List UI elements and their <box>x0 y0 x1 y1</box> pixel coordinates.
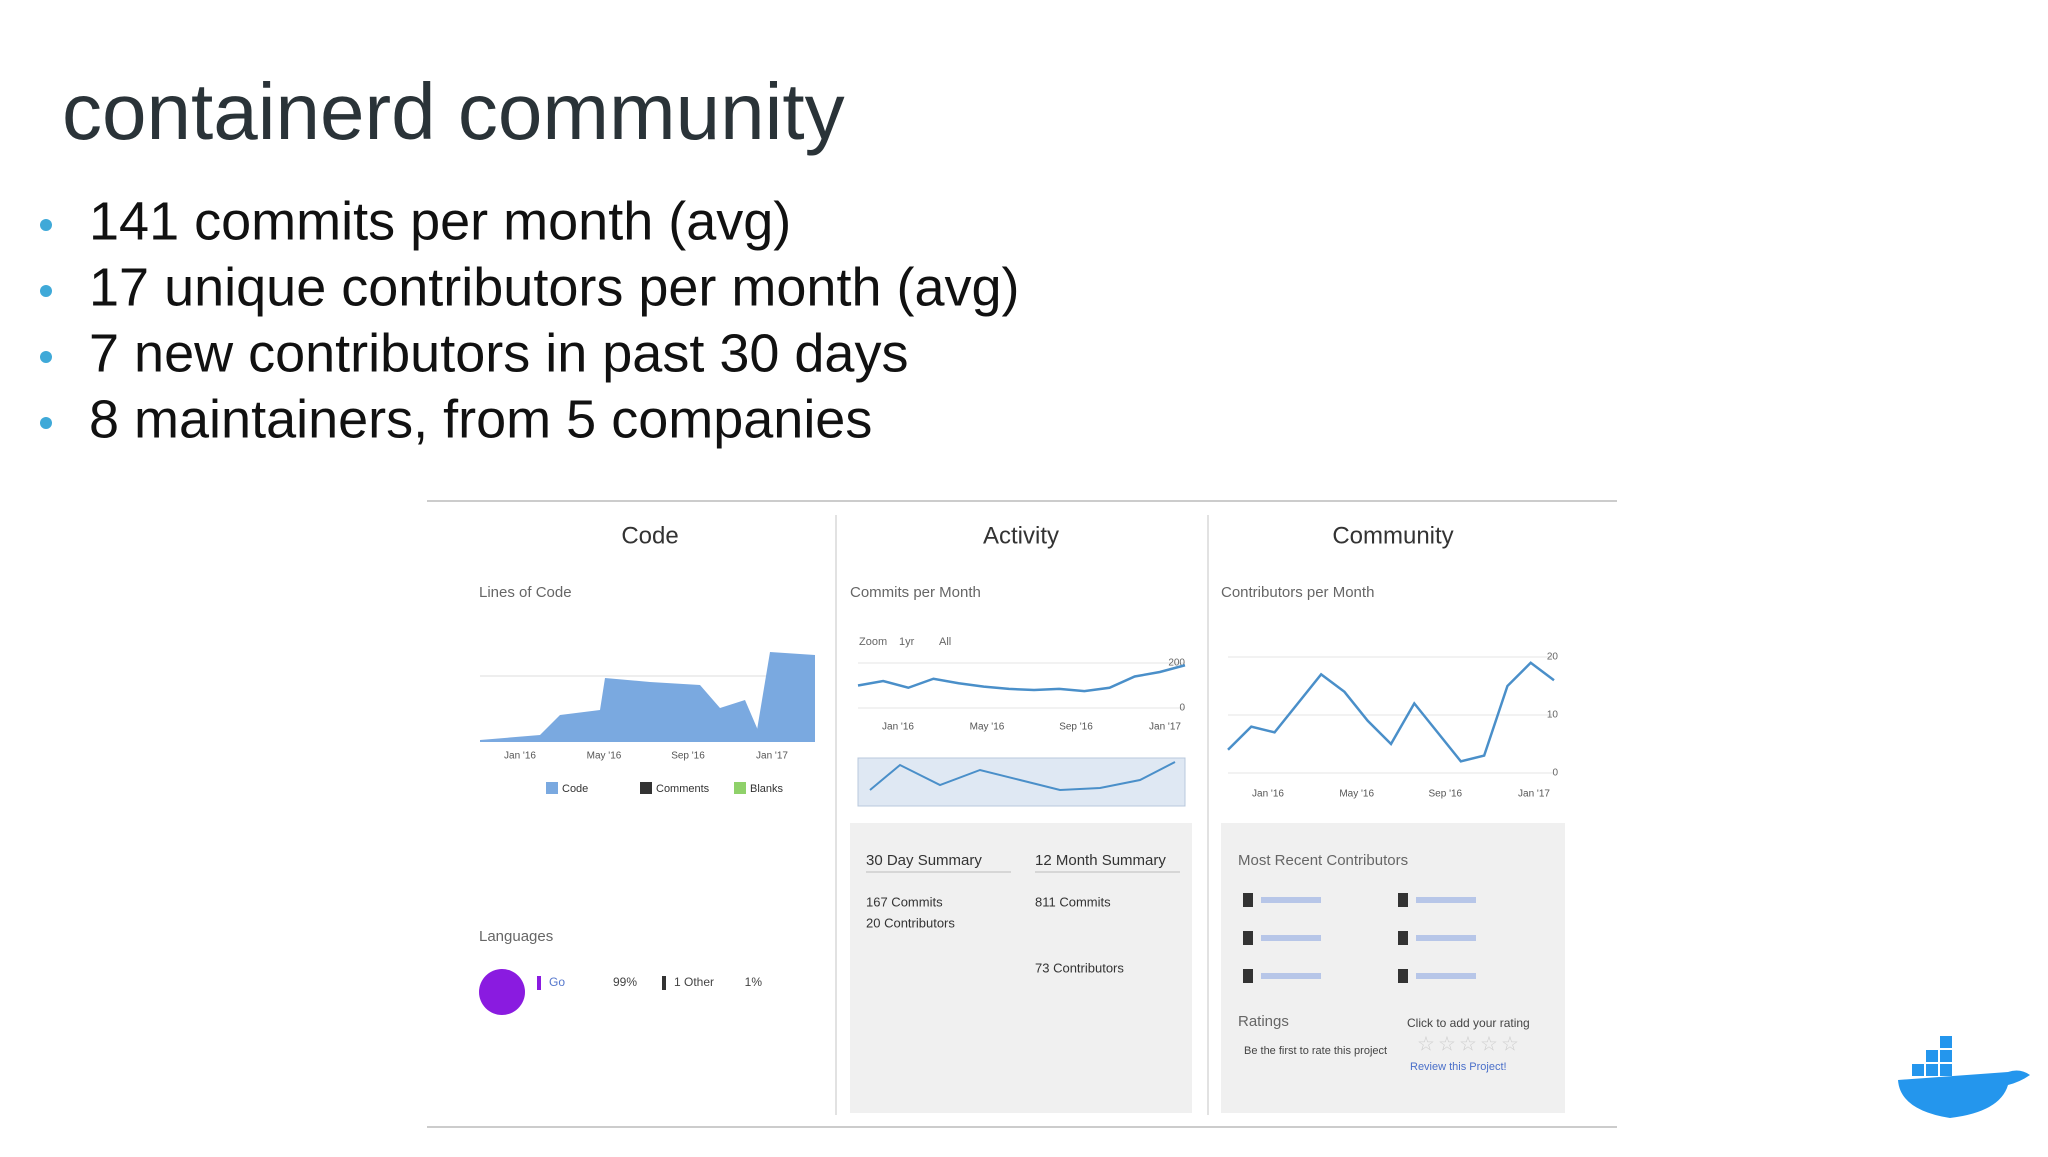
language-swatch <box>662 976 666 990</box>
contributor-name <box>1261 897 1321 903</box>
x-tick-label: May '16 <box>587 751 622 762</box>
bullet-text: 141 commits per month (avg) <box>89 191 791 251</box>
contributor-icon <box>1398 969 1408 983</box>
rating-prompt: Be the first to rate this project <box>1244 1045 1387 1057</box>
rating-star: ☆ <box>1459 1033 1477 1055</box>
section-label: Most Recent Contributors <box>1238 852 1408 869</box>
x-tick-label: Sep '16 <box>671 751 705 762</box>
summary-contributors: 73 Contributors <box>1035 960 1124 975</box>
data-line <box>857 664 1186 693</box>
summary-commits: 167 Commits <box>866 894 943 909</box>
zoom-option: Zoom <box>859 636 887 648</box>
contributor-icon <box>1398 893 1408 907</box>
rating-star: ☆ <box>1438 1033 1456 1055</box>
contributor-name <box>1261 973 1321 979</box>
contributor-icon <box>1243 893 1253 907</box>
contributor-icon <box>1398 931 1408 945</box>
x-tick-label: Jan '16 <box>504 751 536 762</box>
legend-label: Blanks <box>750 783 784 795</box>
legend-swatch <box>734 782 746 794</box>
x-tick-label: Jan '17 <box>1518 789 1550 800</box>
x-tick-label: Sep '16 <box>1059 722 1093 733</box>
rating-action: Click to add your rating <box>1407 1016 1530 1030</box>
legend-label: Code <box>562 783 588 795</box>
bullet-dot <box>40 285 52 297</box>
column-heading: Activity <box>983 522 1059 549</box>
contributor-name <box>1261 935 1321 941</box>
section-label: Ratings <box>1238 1013 1289 1030</box>
zoom-option: 1yr <box>899 636 915 648</box>
summary-commits: 811 Commits <box>1035 894 1111 909</box>
slide-title: containerd community <box>62 67 845 156</box>
x-tick-label: Jan '17 <box>1149 722 1181 733</box>
legend-swatch <box>640 782 652 794</box>
language-swatch <box>537 976 541 990</box>
contributor-icon <box>1243 969 1253 983</box>
x-tick-label: Jan '16 <box>882 722 914 733</box>
summary-contributors: 20 Contributors <box>866 915 955 930</box>
summary-title: 30 Day Summary <box>866 852 982 869</box>
summary-title: 12 Month Summary <box>1035 852 1166 869</box>
x-tick-label: Sep '16 <box>1429 789 1463 800</box>
bullet-dot <box>40 219 52 231</box>
section-label: Languages <box>479 928 553 945</box>
data-line <box>1227 661 1555 763</box>
x-tick-label: Jan '16 <box>1252 789 1284 800</box>
rating-star: ☆ <box>1501 1033 1519 1055</box>
language-share: 99% <box>613 975 637 989</box>
summary-box <box>850 823 1192 1113</box>
bullet-dot <box>40 351 52 363</box>
bullet-dot <box>40 417 52 429</box>
contributor-name <box>1416 935 1476 941</box>
column-heading: Code <box>621 522 678 549</box>
language-share: 1% <box>745 975 763 989</box>
bullet-text: 17 unique contributors per month (avg) <box>89 257 1020 317</box>
language-pie <box>479 969 525 1015</box>
rating-star: ☆ <box>1417 1033 1435 1055</box>
y-tick-label: 0 <box>1552 768 1558 779</box>
language-name: 1 Other <box>674 975 714 989</box>
contributor-name <box>1416 973 1476 979</box>
chart-title: Contributors per Month <box>1221 584 1374 601</box>
contributor-name <box>1416 897 1476 903</box>
loc-area <box>755 652 815 742</box>
x-tick-label: Jan '17 <box>756 751 788 762</box>
column-heading: Community <box>1332 522 1453 549</box>
y-tick-label: 10 <box>1547 710 1559 721</box>
loc-area <box>480 678 775 742</box>
y-tick-label: 20 <box>1547 652 1559 663</box>
legend-swatch <box>546 782 558 794</box>
contributor-icon <box>1243 931 1253 945</box>
docker-logo <box>1898 1036 2030 1118</box>
y-tick-label: 200 <box>1168 658 1185 669</box>
review-link: Review this Project! <box>1410 1061 1507 1073</box>
x-tick-label: May '16 <box>970 722 1005 733</box>
rating-star: ☆ <box>1480 1033 1498 1055</box>
legend-label: Comments <box>656 783 710 795</box>
contributors-box <box>1221 823 1565 1113</box>
chart-title: Commits per Month <box>850 584 981 601</box>
y-tick-label: 0 <box>1179 703 1185 714</box>
zoom-option: All <box>939 636 951 648</box>
bullet-text: 7 new contributors in past 30 days <box>89 323 908 383</box>
x-tick-label: May '16 <box>1339 789 1374 800</box>
navigator-line <box>869 761 1176 792</box>
bullet-text: 8 maintainers, from 5 companies <box>89 389 872 449</box>
chart-title: Lines of Code <box>479 584 572 601</box>
language-name: Go <box>549 975 565 989</box>
range-navigator <box>857 757 1186 807</box>
